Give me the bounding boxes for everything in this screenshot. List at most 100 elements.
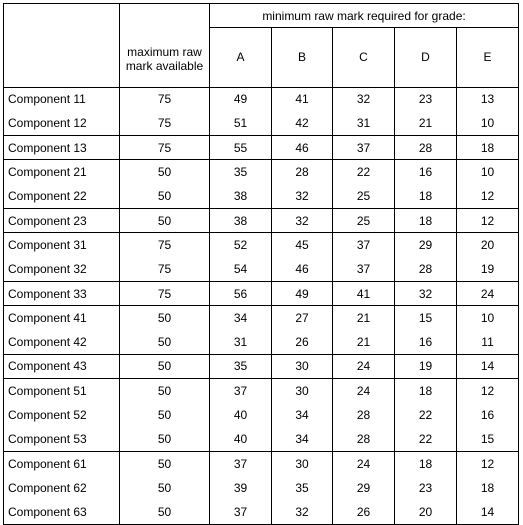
grade-b-cell: 35 <box>271 475 333 501</box>
grade-a-cell: 40 <box>209 402 272 428</box>
table-row: Component 23 50 38 32 25 18 12 <box>3 207 520 234</box>
component-name-cell: Component 11 <box>3 86 120 112</box>
grade-d-cell: 28 <box>394 135 457 161</box>
grade-b-cell: 45 <box>271 232 333 258</box>
component-name-cell: Component 43 <box>3 353 120 380</box>
max-header-top <box>119 3 210 28</box>
grade-b-cell: 46 <box>271 135 333 161</box>
grade-e-cell: 12 <box>455 450 520 476</box>
grade-e-cell: 12 <box>455 207 520 234</box>
grade-c-cell: 21 <box>332 305 395 330</box>
max-mark-cell: 50 <box>119 402 210 428</box>
grade-c-cell: 25 <box>332 207 395 234</box>
grade-b-cell: 46 <box>271 257 333 282</box>
component-name-cell: Component 23 <box>3 207 120 234</box>
grade-e-header: E <box>455 27 520 88</box>
grade-a-cell: 38 <box>209 207 272 234</box>
component-name-cell: Component 52 <box>3 402 120 428</box>
grade-a-header: A <box>209 27 272 88</box>
grade-b-cell: 49 <box>271 280 333 307</box>
grade-c-cell: 22 <box>332 159 395 185</box>
grade-b-cell: 30 <box>271 353 333 380</box>
grade-b-cell: 28 <box>271 159 333 185</box>
max-mark-cell: 75 <box>119 135 210 161</box>
grade-e-cell: 18 <box>455 135 520 161</box>
grade-a-cell: 56 <box>209 280 272 307</box>
table-row: Component 52 50 40 34 28 22 16 <box>3 402 520 428</box>
table-row: Component 33 75 56 49 41 32 24 <box>3 280 520 307</box>
table-row: Component 42 50 31 26 21 16 11 <box>3 329 520 355</box>
grade-a-cell: 39 <box>209 475 272 501</box>
grade-a-cell: 35 <box>209 159 272 185</box>
table-row: Component 41 50 34 27 21 15 10 <box>3 305 520 330</box>
grade-c-cell: 24 <box>332 353 395 380</box>
grade-d-cell: 18 <box>394 450 457 476</box>
max-mark-cell: 75 <box>119 111 210 137</box>
component-name-cell: Component 31 <box>3 232 120 258</box>
grade-d-cell: 18 <box>394 207 457 234</box>
component-name-cell: Component 62 <box>3 475 120 501</box>
grade-d-cell: 18 <box>394 378 457 403</box>
grade-e-cell: 18 <box>455 475 520 501</box>
grade-c-cell: 26 <box>332 500 395 525</box>
grade-a-cell: 40 <box>209 427 272 452</box>
max-mark-cell: 75 <box>119 86 210 112</box>
component-name-cell: Component 21 <box>3 159 120 185</box>
max-mark-cell: 75 <box>119 280 210 307</box>
max-mark-cell: 50 <box>119 475 210 501</box>
grade-b-cell: 32 <box>271 184 333 209</box>
grade-e-cell: 15 <box>455 427 520 452</box>
grade-e-cell: 16 <box>455 402 520 428</box>
table-row: Component 32 75 54 46 37 28 19 <box>3 257 520 282</box>
grade-c-cell: 31 <box>332 111 395 137</box>
grade-e-cell: 19 <box>455 257 520 282</box>
table-row: Component 12 75 51 42 31 21 10 <box>3 111 520 137</box>
grade-c-cell: 32 <box>332 86 395 112</box>
grade-e-cell: 20 <box>455 232 520 258</box>
grade-c-cell: 37 <box>332 135 395 161</box>
grade-threshold-table: minimum raw mark required for grade: max… <box>3 3 520 525</box>
grade-d-cell: 18 <box>394 184 457 209</box>
table-row: Component 31 75 52 45 37 29 20 <box>3 232 520 258</box>
grade-e-cell: 12 <box>455 184 520 209</box>
max-mark-cell: 50 <box>119 450 210 476</box>
grade-a-cell: 51 <box>209 111 272 137</box>
component-name-cell: Component 42 <box>3 329 120 355</box>
grade-e-cell: 10 <box>455 305 520 330</box>
max-mark-header: maximum raw mark available <box>119 27 210 88</box>
grade-b-cell: 26 <box>271 329 333 355</box>
grade-caption: minimum raw mark required for grade: <box>208 3 520 28</box>
table-row: Component 62 50 39 35 29 23 18 <box>3 475 520 501</box>
max-mark-cell: 75 <box>119 232 210 258</box>
grade-a-cell: 37 <box>209 378 272 403</box>
grade-e-cell: 12 <box>455 378 520 403</box>
grade-b-cell: 32 <box>271 207 333 234</box>
grade-a-cell: 38 <box>209 184 272 209</box>
component-name-cell: Component 13 <box>3 135 120 161</box>
grade-d-cell: 20 <box>394 500 457 525</box>
max-mark-cell: 50 <box>119 329 210 355</box>
table-row: Component 11 75 49 41 32 23 13 <box>3 86 520 112</box>
table-row: Component 61 50 37 30 24 18 12 <box>3 450 520 476</box>
grade-a-cell: 34 <box>209 305 272 330</box>
component-name-cell: Component 63 <box>3 500 120 525</box>
grade-e-cell: 10 <box>455 111 520 137</box>
table-body: Component 11 75 49 41 32 23 13 Component 12 75 51… <box>3 86 520 525</box>
max-mark-cell: 50 <box>119 159 210 185</box>
grade-d-cell: 16 <box>394 159 457 185</box>
component-name-cell: Component 41 <box>3 305 120 330</box>
corner-cell <box>3 3 120 88</box>
max-mark-cell: 50 <box>119 378 210 403</box>
table-row: Component 22 50 38 32 25 18 12 <box>3 184 520 209</box>
table-row: Component 53 50 40 34 28 22 15 <box>3 427 520 452</box>
grade-e-cell: 14 <box>455 353 520 380</box>
grade-e-cell: 13 <box>455 86 520 112</box>
grade-c-cell: 29 <box>332 475 395 501</box>
component-name-cell: Component 33 <box>3 280 120 307</box>
table-row: Component 63 50 37 32 26 20 14 <box>3 500 520 525</box>
grade-d-cell: 22 <box>394 427 457 452</box>
component-name-cell: Component 61 <box>3 450 120 476</box>
grade-c-cell: 37 <box>332 232 395 258</box>
grade-c-cell: 28 <box>332 402 395 428</box>
grade-b-cell: 41 <box>271 86 333 112</box>
